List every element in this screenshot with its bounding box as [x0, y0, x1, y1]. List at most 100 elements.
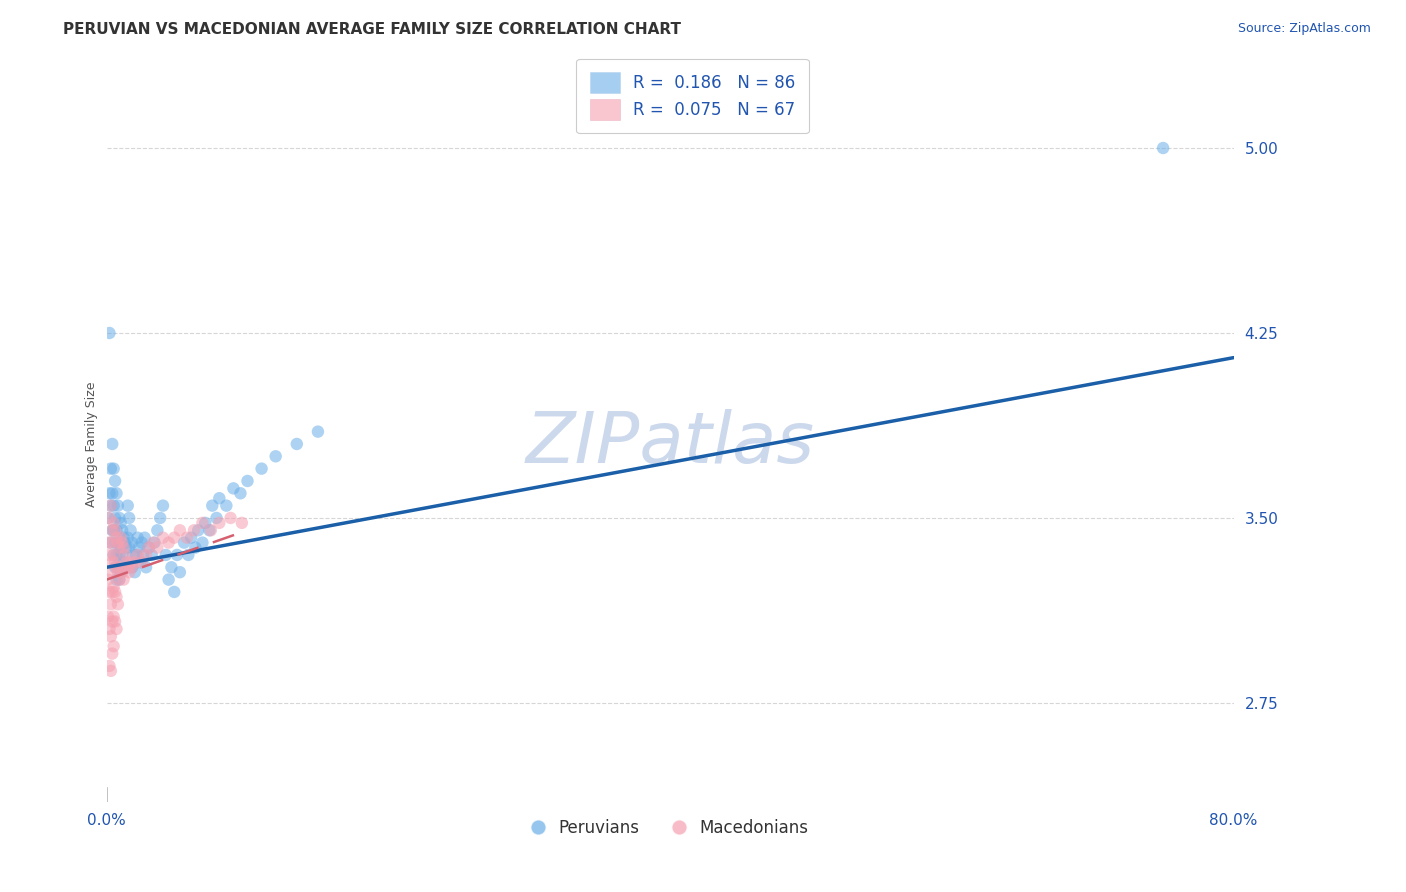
Point — [101, 437, 124, 451]
Point — [135, 560, 157, 574]
Point — [219, 511, 242, 525]
Legend: Peruvians, Macedonians: Peruvians, Macedonians — [524, 812, 815, 843]
Point — [107, 597, 129, 611]
Point — [187, 523, 209, 537]
Point — [121, 560, 143, 574]
Point — [110, 560, 132, 574]
Point — [98, 486, 121, 500]
Point — [105, 531, 128, 545]
Point — [146, 523, 169, 537]
Point — [100, 664, 122, 678]
Point — [180, 531, 202, 545]
Point — [201, 499, 224, 513]
Point — [105, 573, 128, 587]
Point — [128, 541, 150, 555]
Point — [149, 511, 172, 525]
Point — [250, 461, 273, 475]
Point — [103, 499, 125, 513]
Point — [285, 437, 308, 451]
Point — [104, 523, 127, 537]
Point — [100, 499, 122, 513]
Point — [118, 511, 141, 525]
Point — [124, 565, 146, 579]
Point — [103, 516, 125, 530]
Point — [101, 555, 124, 569]
Point — [166, 548, 188, 562]
Point — [138, 541, 160, 555]
Point — [143, 535, 166, 549]
Point — [135, 548, 157, 562]
Point — [157, 573, 180, 587]
Point — [205, 511, 228, 525]
Point — [200, 523, 222, 537]
Point — [101, 523, 124, 537]
Point — [307, 425, 329, 439]
Point — [127, 548, 149, 562]
Point — [173, 535, 195, 549]
Point — [103, 523, 125, 537]
Point — [169, 523, 191, 537]
Point — [231, 516, 253, 530]
Point — [198, 523, 221, 537]
Point — [105, 523, 128, 537]
Point — [104, 511, 127, 525]
Point — [138, 541, 160, 555]
Point — [117, 560, 139, 574]
Point — [97, 535, 120, 549]
Point — [108, 548, 131, 562]
Point — [236, 474, 259, 488]
Point — [131, 555, 153, 569]
Point — [107, 565, 129, 579]
Point — [105, 548, 128, 562]
Point — [160, 560, 183, 574]
Point — [98, 511, 121, 525]
Point — [163, 531, 186, 545]
Point — [114, 535, 136, 549]
Point — [104, 535, 127, 549]
Point — [121, 535, 143, 549]
Point — [184, 541, 207, 555]
Point — [127, 531, 149, 545]
Point — [194, 516, 217, 530]
Point — [105, 590, 128, 604]
Point — [111, 523, 134, 537]
Point — [110, 531, 132, 545]
Point — [163, 585, 186, 599]
Point — [264, 450, 287, 464]
Point — [118, 541, 141, 555]
Point — [100, 535, 122, 549]
Point — [98, 585, 121, 599]
Point — [101, 486, 124, 500]
Point — [1152, 141, 1174, 155]
Point — [208, 516, 231, 530]
Point — [110, 541, 132, 555]
Point — [108, 573, 131, 587]
Point — [100, 629, 122, 643]
Text: PERUVIAN VS MACEDONIAN AVERAGE FAMILY SIZE CORRELATION CHART: PERUVIAN VS MACEDONIAN AVERAGE FAMILY SI… — [63, 22, 682, 37]
Point — [131, 535, 153, 549]
Point — [100, 597, 122, 611]
Point — [104, 585, 127, 599]
Point — [141, 548, 163, 562]
Point — [103, 548, 125, 562]
Point — [100, 565, 122, 579]
Point — [124, 555, 146, 569]
Point — [183, 523, 205, 537]
Point — [120, 523, 142, 537]
Point — [100, 499, 122, 513]
Point — [104, 560, 127, 574]
Point — [103, 548, 125, 562]
Point — [105, 486, 128, 500]
Point — [117, 499, 139, 513]
Point — [101, 647, 124, 661]
Point — [103, 461, 125, 475]
Point — [111, 565, 134, 579]
Point — [107, 535, 129, 549]
Point — [100, 461, 122, 475]
Point — [108, 511, 131, 525]
Point — [107, 560, 129, 574]
Point — [98, 548, 121, 562]
Point — [103, 580, 125, 594]
Point — [98, 622, 121, 636]
Point — [191, 535, 214, 549]
